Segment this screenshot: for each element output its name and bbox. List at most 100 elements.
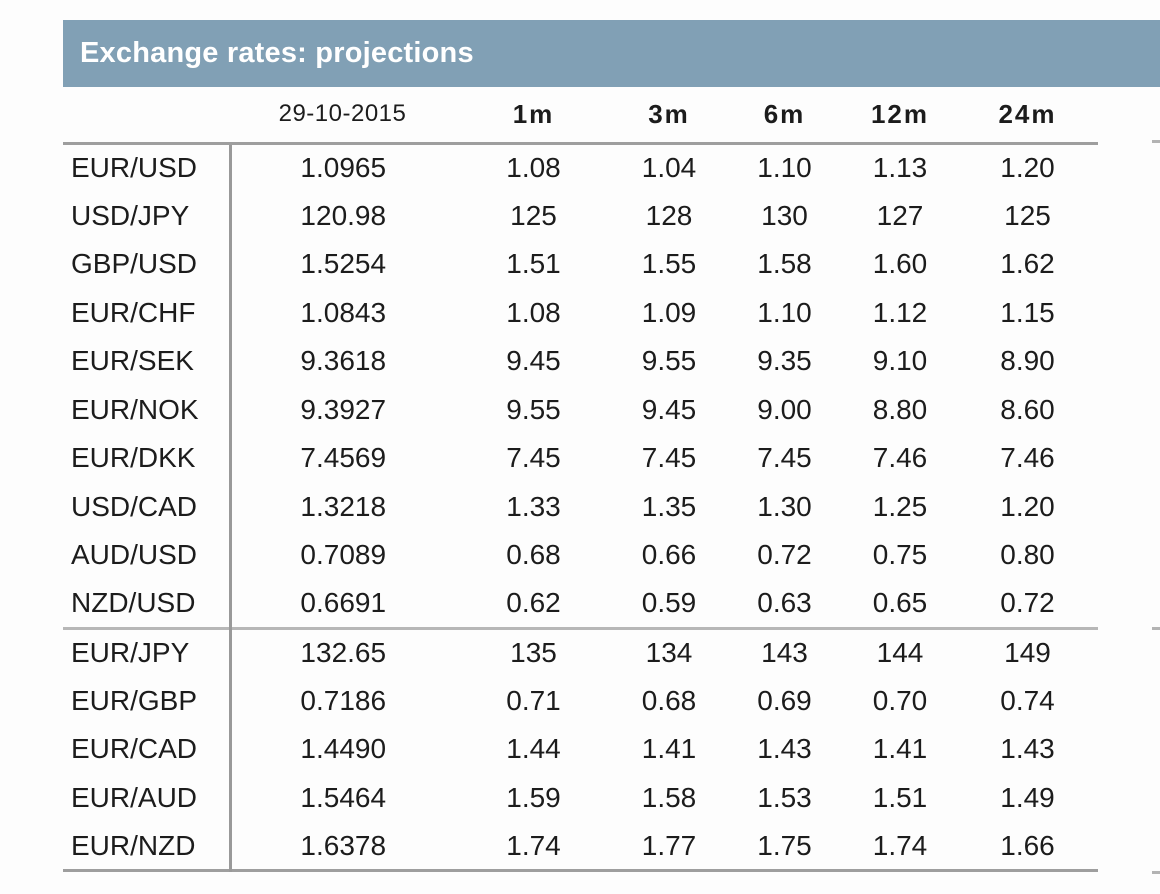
rate-group-1: EUR/USD 1.0965 1.08 1.04 1.10 1.13 1.20 USD/JPY… (63, 143, 1098, 628)
projection-value: 1.08 (506, 296, 561, 328)
table-row: EUR/USD 1.0965 1.08 1.04 1.10 1.13 1.20 (63, 143, 1098, 192)
projection-value: 1.12 (872, 296, 928, 328)
projection-value: 1.66 (1000, 829, 1055, 861)
spot-rate-value: 1.6378 (300, 829, 387, 861)
projection-value: 1.59 (506, 781, 561, 813)
right-edge-rule-fragment (1152, 627, 1160, 630)
projection-value: 0.74 (1000, 684, 1055, 716)
projection-value: 0.66 (641, 539, 697, 571)
projection-value: 0.75 (872, 539, 928, 571)
projection-value: 1.74 (506, 829, 561, 861)
projection-value: 134 (612, 626, 726, 677)
projection-value: 0.62 (506, 587, 561, 618)
projection-value: 135 (455, 626, 612, 677)
projection-value: 1.20 (1000, 490, 1055, 522)
spot-rate-value: 1.5464 (300, 781, 387, 813)
table-row: EUR/AUD 1.5464 1.59 1.58 1.53 1.51 1.49 (63, 773, 1098, 822)
currency-pair-label: EUR/CHF (63, 288, 232, 337)
projection-value: 1.30 (757, 490, 812, 522)
spot-rate-value: 120.98 (300, 199, 387, 231)
currency-pair-label: EUR/NZD (63, 822, 232, 871)
table-row: EUR/SEK 9.3618 9.45 9.55 9.35 9.10 8.90 (63, 337, 1098, 386)
spot-rate-value: 132.65 (230, 626, 455, 677)
projection-value: 0.65 (872, 587, 928, 618)
table-row: NZD/USD 0.6691 0.62 0.59 0.63 0.65 0.72 (63, 579, 1098, 628)
projection-value: 149 (957, 626, 1098, 677)
currency-pair-label: EUR/SEK (63, 337, 232, 386)
projection-value: 1.13 (872, 152, 928, 183)
projection-value: 1.74 (872, 829, 928, 861)
currency-pair-label: EUR/JPY (63, 626, 232, 677)
projection-value: 143 (726, 626, 843, 677)
table-row: EUR/CHF 1.0843 1.08 1.09 1.10 1.12 1.15 (63, 288, 1098, 337)
projection-value: 1.58 (641, 781, 697, 813)
table-row: AUD/USD 0.7089 0.68 0.66 0.72 0.75 0.80 (63, 531, 1098, 580)
projection-value: 9.55 (641, 345, 697, 377)
table-row: EUR/CAD 1.4490 1.44 1.41 1.43 1.41 1.43 (63, 725, 1098, 774)
projection-value: 8.80 (872, 393, 928, 425)
spot-rate-value: 1.0843 (300, 296, 387, 328)
currency-pair-label: AUD/USD (63, 531, 232, 580)
projection-value: 1.75 (757, 829, 812, 861)
table-row: GBP/USD 1.5254 1.51 1.55 1.58 1.60 1.62 (63, 240, 1098, 289)
projection-value: 1.43 (757, 733, 812, 765)
exchange-rates-table: 29-10-2015 1m 3m 6m 12m 24m EUR/USD 1.0965 1.08 1… (63, 87, 1098, 872)
projection-value: 1.04 (641, 152, 697, 183)
projection-value: 1.43 (1000, 733, 1055, 765)
projection-value: 9.45 (641, 393, 697, 425)
spot-rate-value: 1.5254 (300, 248, 387, 280)
projection-value: 8.90 (1000, 345, 1055, 377)
currency-pair-label: EUR/GBP (63, 676, 232, 725)
projection-value: 1.55 (641, 248, 697, 280)
projection-value: 1.15 (1000, 296, 1055, 328)
currency-pair-label: EUR/NOK (63, 385, 232, 434)
table-header-row: 29-10-2015 1m 3m 6m 12m 24m (63, 87, 1098, 145)
projection-value: 1.35 (641, 490, 697, 522)
projection-value: 1.41 (872, 733, 928, 765)
projection-value: 1.10 (757, 296, 812, 328)
projection-value: 1.49 (1000, 781, 1055, 813)
spot-rate-value: 1.3218 (300, 490, 387, 522)
projection-value: 1.51 (506, 248, 561, 280)
horizon-column-header: 12m (843, 87, 957, 145)
projection-value: 0.72 (1000, 587, 1055, 618)
projection-value: 127 (876, 199, 924, 231)
projection-value: 128 (645, 199, 693, 231)
projection-value: 1.25 (872, 490, 928, 522)
projection-value: 1.09 (641, 296, 697, 328)
currency-pair-label: EUR/AUD (63, 773, 232, 822)
projection-value: 9.55 (506, 393, 561, 425)
right-edge-rule-fragment (1152, 871, 1160, 874)
corner-cell (63, 87, 230, 145)
horizon-column-header: 6m (726, 87, 843, 145)
table-title-bar: Exchange rates: projections (63, 20, 1160, 87)
currency-pair-label: EUR/USD (63, 143, 232, 192)
spot-rate-value: 1.4490 (300, 733, 387, 765)
projection-value: 9.00 (757, 393, 812, 425)
spot-rate-value: 0.7186 (300, 684, 387, 716)
projection-value: 9.35 (757, 345, 812, 377)
table-row: EUR/DKK 7.4569 7.45 7.45 7.45 7.46 7.46 (63, 434, 1098, 483)
projection-value: 7.46 (1000, 442, 1055, 474)
projection-value: 1.58 (757, 248, 812, 280)
table-row: USD/JPY 120.98 125 128 130 127 125 (63, 191, 1098, 240)
projection-value: 1.62 (1000, 248, 1055, 280)
projection-value: 0.70 (872, 684, 928, 716)
projection-value: 7.45 (757, 442, 812, 474)
projection-value: 7.46 (872, 442, 928, 474)
currency-pair-label: EUR/DKK (63, 434, 232, 483)
table-title: Exchange rates: projections (80, 37, 474, 69)
projection-value: 1.41 (641, 733, 697, 765)
projection-value: 1.10 (757, 152, 812, 183)
projection-value: 0.68 (506, 539, 561, 571)
projection-value: 7.45 (641, 442, 697, 474)
spot-rate-value: 1.0965 (300, 152, 387, 183)
spot-rate-value: 9.3618 (300, 345, 387, 377)
spot-rate-value: 0.7089 (300, 539, 387, 571)
currency-pair-label: NZD/USD (63, 579, 232, 628)
projection-value: 1.33 (506, 490, 561, 522)
spot-rate-value: 9.3927 (300, 393, 387, 425)
projection-value: 0.69 (757, 684, 812, 716)
projection-value: 1.60 (872, 248, 928, 280)
